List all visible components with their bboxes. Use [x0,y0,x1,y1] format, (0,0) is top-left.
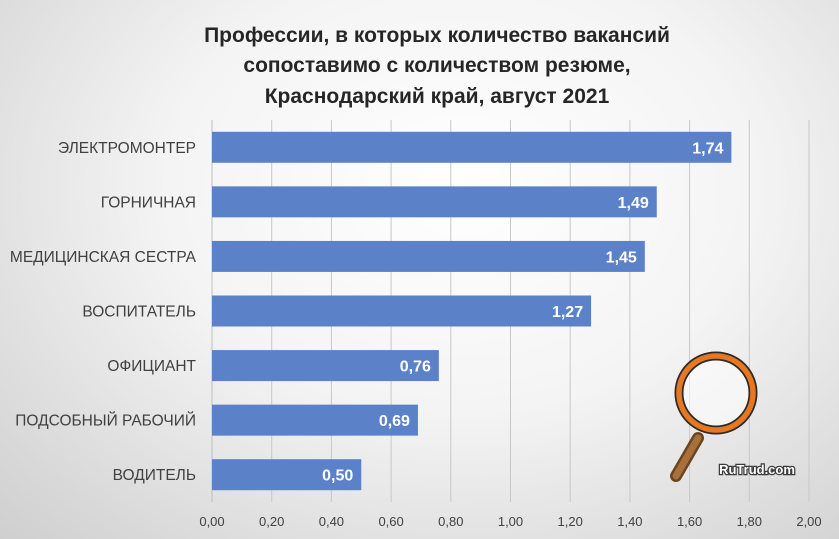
x-tick-label: 0,20 [259,514,284,529]
bar [212,404,418,436]
chart-title-line-1: Профессии, в которых количество вакансий [204,24,670,47]
x-tick-label: 2,00 [796,514,821,529]
bars [212,131,732,491]
x-tick-label: 1,00 [498,514,523,529]
chart-title: Профессии, в которых количество вакансий… [204,24,670,108]
x-tick-label: 1,60 [677,514,702,529]
category-label: ВОСПИТАТЕЛЬ [82,304,196,321]
x-tick-label: 0,00 [199,514,224,529]
category-label: ЭЛЕКТРОМОНТЕР [58,140,196,157]
magnifier-icon [670,351,758,482]
x-tick-label: 0,80 [438,514,463,529]
data-label: 1,45 [606,249,637,266]
bar [212,186,657,218]
x-tick-label: 0,60 [378,514,403,529]
category-labels: ЭЛЕКТРОМОНТЕР ГОРНИЧНАЯ МЕДИЦИНСКАЯ СЕСТРА… [10,140,197,484]
data-label: 1,49 [618,195,649,212]
category-label: ГОРНИЧНАЯ [101,194,196,211]
bar [212,240,645,272]
category-label: ВОДИТЕЛЬ [113,467,196,484]
data-label: 1,74 [692,140,723,157]
data-label: 1,27 [552,304,583,321]
data-label: 0,50 [322,468,353,485]
x-axis-tick-labels: 0,00 0,20 0,40 0,60 0,80 1,00 1,20 1,40 1,60 1,80… [199,514,821,529]
data-labels: 1,74 1,49 1,45 1,27 0,76 0,69 0,50 [322,140,723,484]
category-label: ПОДСОБНЫЙ РАБОЧИЙ [15,412,196,430]
category-label: МЕДИЦИНСКАЯ СЕСТРА [10,249,197,266]
x-tick-label: 1,40 [617,514,642,529]
x-tick-label: 1,80 [737,514,762,529]
bar [212,350,439,382]
bar [212,131,732,163]
bar [212,295,592,327]
bar [212,459,362,491]
watermark-text: RuTrud.com [719,462,795,477]
chart-title-line-3: Краснодарский край, август 2021 [265,85,610,108]
x-tick-label: 0,40 [319,514,344,529]
data-label: 0,76 [400,359,431,376]
x-tick-label: 1,20 [558,514,583,529]
category-label: ОФИЦИАНТ [107,358,196,375]
rutrud-logo: RuTrud.com [670,351,796,482]
data-label: 0,69 [379,413,410,430]
chart-title-line-2: сопоставимо с количеством резюме, [243,54,630,77]
